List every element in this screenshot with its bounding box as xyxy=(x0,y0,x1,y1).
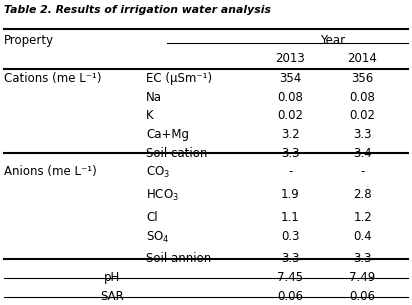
Text: 0.06: 0.06 xyxy=(277,290,304,303)
Text: 3.3: 3.3 xyxy=(353,253,372,265)
Text: 3.2: 3.2 xyxy=(281,128,300,141)
Text: 1.2: 1.2 xyxy=(353,211,372,224)
Text: CO$_3$: CO$_3$ xyxy=(146,165,171,180)
Text: 1.9: 1.9 xyxy=(281,188,300,201)
Text: 0.06: 0.06 xyxy=(349,290,376,303)
Text: 0.02: 0.02 xyxy=(277,109,304,122)
Text: 356: 356 xyxy=(351,72,374,85)
Text: 3.3: 3.3 xyxy=(353,128,372,141)
Text: 0.08: 0.08 xyxy=(350,91,375,104)
Text: -: - xyxy=(288,165,293,178)
Text: Soil cation: Soil cation xyxy=(146,147,208,160)
Text: HCO$_3$: HCO$_3$ xyxy=(146,188,179,203)
Text: EC (μSm⁻¹): EC (μSm⁻¹) xyxy=(146,72,212,85)
Text: -: - xyxy=(360,165,365,178)
Text: Soil annion: Soil annion xyxy=(146,253,211,265)
Text: Property: Property xyxy=(4,34,54,47)
Text: Cations (me L⁻¹): Cations (me L⁻¹) xyxy=(4,72,102,85)
Text: 1.1: 1.1 xyxy=(281,211,300,224)
Text: Year: Year xyxy=(320,34,345,47)
Text: K: K xyxy=(146,109,154,122)
Text: Table 2. Results of irrigation water analysis: Table 2. Results of irrigation water ana… xyxy=(4,5,271,15)
Text: pH: pH xyxy=(104,271,120,284)
Text: 2013: 2013 xyxy=(276,52,305,65)
Text: 0.4: 0.4 xyxy=(353,230,372,242)
Text: 2014: 2014 xyxy=(348,52,377,65)
Text: SAR: SAR xyxy=(101,290,124,303)
Text: 3.4: 3.4 xyxy=(353,147,372,160)
Text: 3.3: 3.3 xyxy=(281,147,300,160)
Text: 3.3: 3.3 xyxy=(281,253,300,265)
Text: 2.8: 2.8 xyxy=(353,188,372,201)
Text: 0.3: 0.3 xyxy=(281,230,300,242)
Text: SO$_4$: SO$_4$ xyxy=(146,230,170,245)
Text: 7.45: 7.45 xyxy=(277,271,304,284)
Text: 0.02: 0.02 xyxy=(349,109,376,122)
Text: Na: Na xyxy=(146,91,162,104)
Text: 0.08: 0.08 xyxy=(278,91,303,104)
Text: Ca+Mg: Ca+Mg xyxy=(146,128,189,141)
Text: Cl: Cl xyxy=(146,211,158,224)
Text: Anions (me L⁻¹): Anions (me L⁻¹) xyxy=(4,165,97,178)
Text: 7.49: 7.49 xyxy=(349,271,376,284)
Text: 354: 354 xyxy=(279,72,302,85)
